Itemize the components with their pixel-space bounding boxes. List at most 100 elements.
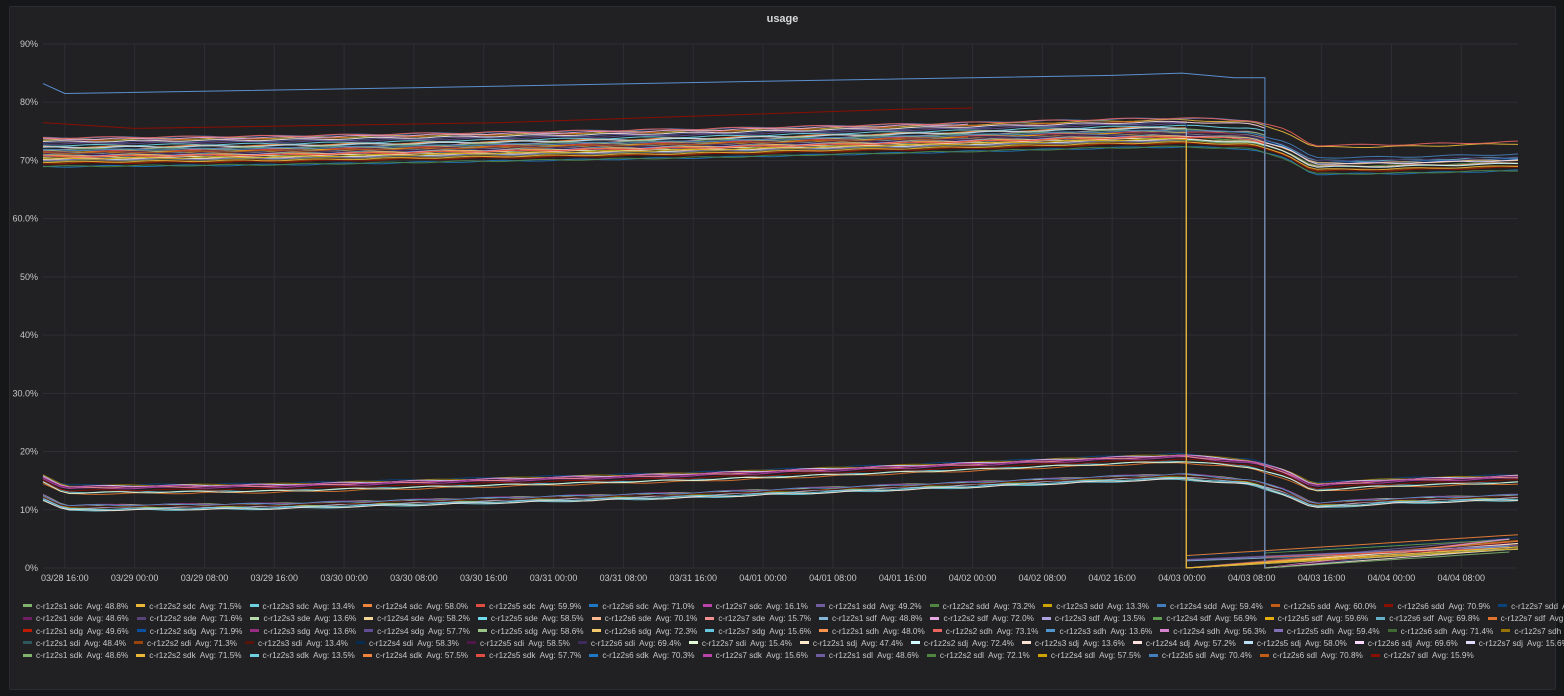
legend-item[interactable]: c-r1z2s2 sdf Avg: 72.0% (930, 613, 1034, 625)
legend-swatch (362, 604, 372, 608)
legend-item[interactable]: c-r1z2s1 sdd Avg: 49.2% (815, 601, 922, 613)
legend-item[interactable]: c-r1z2s3 sde Avg: 13.6% (250, 613, 356, 625)
legend-item[interactable]: c-r1z2s5 sdj Avg: 58.0% (1243, 638, 1347, 650)
panel-title[interactable]: usage (766, 13, 799, 25)
legend-item[interactable]: c-r1z2s4 sdh Avg: 56.3% (1160, 626, 1266, 638)
legend-item[interactable]: c-r1z2s4 sdk Avg: 57.5% (362, 650, 469, 662)
legend-item[interactable]: c-r1z2s1 sdk Avg: 48.6% (23, 650, 128, 662)
legend-series-avg: Avg: 71.9% (200, 626, 243, 636)
legend-series-name: c-r1z2s2 sde (149, 614, 197, 624)
legend-swatch (1157, 604, 1167, 608)
legend-item[interactable]: c-r1z2s5 sdf Avg: 59.6% (1264, 613, 1368, 625)
legend-item[interactable]: c-r1z2s2 sdl Avg: 72.1% (926, 650, 1030, 662)
legend-item[interactable]: c-r1z2s5 sde Avg: 58.5% (477, 613, 584, 625)
legend-item[interactable]: c-r1z2s5 sdi Avg: 58.5% (466, 638, 570, 650)
legend-item[interactable]: c-r1z2s5 sdk Avg: 57.7% (476, 650, 581, 662)
legend-item[interactable]: c-r1z2s7 sdf Avg: 16.1% (1487, 613, 1564, 625)
legend-swatch (819, 628, 829, 632)
legend-series-avg: Avg: 57.5% (426, 651, 469, 661)
legend-item[interactable]: c-r1z2s1 sdl Avg: 48.6% (815, 650, 919, 662)
legend-item[interactable]: c-r1z2s7 sde Avg: 15.7% (705, 613, 811, 625)
legend-item[interactable]: c-r1z2s6 sde Avg: 70.1% (591, 613, 697, 625)
legend-item[interactable]: c-r1z2s2 sde Avg: 71.6% (136, 613, 242, 625)
legend-item[interactable]: c-r1z2s3 sdc Avg: 13.4% (249, 601, 355, 613)
legend-item[interactable]: c-r1z2s7 sdh Avg: 15.8% (1501, 626, 1564, 638)
legend-item[interactable]: c-r1z2s5 sdh Avg: 59.4% (1273, 626, 1380, 638)
series-line (42, 117, 1510, 569)
legend-item[interactable]: c-r1z2s4 sdc Avg: 58.0% (362, 601, 468, 613)
legend-series-name: c-r1z2s5 sdk (489, 651, 536, 661)
legend-item[interactable]: c-r1z2s7 sdl Avg: 15.9% (1370, 650, 1474, 662)
legend-item[interactable]: c-r1z2s2 sdh Avg: 73.1% (932, 626, 1038, 638)
legend-item[interactable]: c-r1z2s3 sdd Avg: 13.3% (1043, 601, 1149, 613)
legend-item[interactable]: c-r1z2s7 sdd Avg: 15.8% (1498, 601, 1564, 613)
legend-item[interactable]: c-r1z2s6 sdj Avg: 69.6% (1354, 638, 1458, 650)
legend-item[interactable]: c-r1z2s6 sdg Avg: 72.3% (591, 626, 697, 638)
legend-item[interactable]: c-r1z2s2 sdd Avg: 73.2% (929, 601, 1035, 613)
legend-item[interactable]: c-r1z2s2 sdc Avg: 71.5% (136, 601, 242, 613)
legend-swatch (930, 616, 940, 620)
legend-item[interactable]: c-r1z2s1 sdi Avg: 48.4% (23, 638, 126, 650)
legend-series-avg: Avg: 60.0% (1334, 602, 1377, 611)
legend-item[interactable]: c-r1z2s5 sdd Avg: 60.0% (1270, 601, 1377, 613)
legend-swatch (819, 616, 829, 620)
legend-item[interactable]: c-r1z2s6 sdh Avg: 71.4% (1387, 626, 1493, 638)
legend-item[interactable]: c-r1z2s6 sdl Avg: 70.8% (1259, 650, 1363, 662)
legend-item[interactable]: c-r1z2s3 sdj Avg: 13.6% (1021, 638, 1125, 650)
legend-series-name: c-r1z2s7 sdf (1500, 614, 1546, 624)
y-tick-label: 80% (20, 97, 38, 107)
legend-item[interactable]: c-r1z2s1 sdg Avg: 49.6% (23, 626, 129, 638)
legend-item[interactable]: c-r1z2s1 sde Avg: 48.6% (23, 613, 129, 625)
legend-item[interactable]: c-r1z2s4 sdf Avg: 56.9% (1153, 613, 1257, 625)
legend-series-name: c-r1z2s1 sdc (36, 602, 83, 611)
legend-item[interactable]: c-r1z2s1 sdc Avg: 48.8% (23, 601, 128, 613)
legend-swatch (1021, 641, 1031, 645)
legend-row: c-r1z2s1 sdc Avg: 48.8% c-r1z2s2 sdc Avg:… (23, 596, 1564, 611)
legend-item[interactable]: c-r1z2s7 sdg Avg: 15.6% (705, 626, 811, 638)
legend-item[interactable]: c-r1z2s3 sdf Avg: 13.5% (1041, 613, 1145, 625)
legend-item[interactable]: c-r1z2s3 sdh Avg: 13.6% (1046, 626, 1152, 638)
legend-item[interactable]: c-r1z2s3 sdi Avg: 13.4% (244, 638, 348, 650)
legend-item[interactable]: c-r1z2s5 sdc Avg: 59.9% (476, 601, 581, 613)
legend-item[interactable]: c-r1z2s1 sdh Avg: 48.0% (819, 626, 925, 638)
legend-series-name: c-r1z2s1 sdd (828, 602, 876, 611)
y-tick-label: 50% (20, 272, 38, 282)
legend-item[interactable]: c-r1z2s6 sdc Avg: 71.0% (589, 601, 695, 613)
legend-item[interactable]: c-r1z2s7 sdk Avg: 15.6% (702, 650, 808, 662)
legend-item[interactable]: c-r1z2s1 sdj Avg: 47.4% (799, 638, 903, 650)
legend-item[interactable]: c-r1z2s2 sdk Avg: 71.5% (136, 650, 242, 662)
legend-item[interactable]: c-r1z2s5 sdl Avg: 70.4% (1148, 650, 1252, 662)
legend-item[interactable]: c-r1z2s4 sde Avg: 58.2% (364, 613, 470, 625)
legend-item[interactable]: c-r1z2s2 sdj Avg: 72.4% (910, 638, 1014, 650)
legend-series-name: c-r1z2s1 sdg (36, 626, 83, 636)
legend-swatch (476, 653, 486, 657)
legend-swatch (249, 604, 259, 608)
legend-item[interactable]: c-r1z2s4 sdi Avg: 58.3% (355, 638, 459, 650)
legend-item[interactable]: c-r1z2s7 sdj Avg: 15.6% (1465, 638, 1564, 650)
legend-item[interactable]: c-r1z2s3 sdg Avg: 13.6% (250, 626, 356, 638)
legend-item[interactable]: c-r1z2s2 sdi Avg: 71.3% (133, 638, 237, 650)
legend-item[interactable]: c-r1z2s2 sdg Avg: 71.9% (136, 626, 243, 638)
legend-item[interactable]: c-r1z2s4 sdl Avg: 57.5% (1037, 650, 1141, 662)
legend-item[interactable]: c-r1z2s3 sdk Avg: 13.5% (249, 650, 355, 662)
legend-item[interactable]: c-r1z2s4 sdj Avg: 57.2% (1132, 638, 1236, 650)
x-tick-label: 04/01 08:00 (809, 573, 857, 583)
x-tick-label: 03/30 08:00 (390, 573, 438, 583)
legend-item[interactable]: c-r1z2s6 sdd Avg: 70.9% (1384, 601, 1490, 613)
legend-item[interactable]: c-r1z2s6 sdf Avg: 69.8% (1376, 613, 1480, 625)
legend-series-name: c-r1z2s2 sdf (943, 614, 989, 624)
legend-item[interactable]: c-r1z2s4 sdd Avg: 59.4% (1157, 601, 1263, 613)
legend-item[interactable]: c-r1z2s4 sdg Avg: 57.7% (364, 626, 470, 638)
legend-item[interactable]: c-r1z2s6 sdk Avg: 70.3% (589, 650, 695, 662)
legend-item[interactable]: c-r1z2s7 sdc Avg: 16.1% (702, 601, 808, 613)
legend-item[interactable]: c-r1z2s7 sdi Avg: 15.4% (688, 638, 792, 650)
x-tick-label: 04/02 08:00 (1019, 573, 1067, 583)
legend-series-avg: Avg: 59.4% (1221, 602, 1263, 611)
legend-swatch (799, 641, 809, 645)
legend-item[interactable]: c-r1z2s5 sdg Avg: 58.6% (477, 626, 584, 638)
legend-item[interactable]: c-r1z2s1 sdf Avg: 48.8% (819, 613, 922, 625)
legend-item[interactable]: c-r1z2s6 sdi Avg: 69.4% (577, 638, 681, 650)
legend-series-name: c-r1z2s6 sdd (1397, 602, 1445, 611)
legend-series-name: c-r1z2s1 sdk (36, 651, 83, 661)
legend-series-name: c-r1z2s4 sdj (1145, 638, 1190, 648)
